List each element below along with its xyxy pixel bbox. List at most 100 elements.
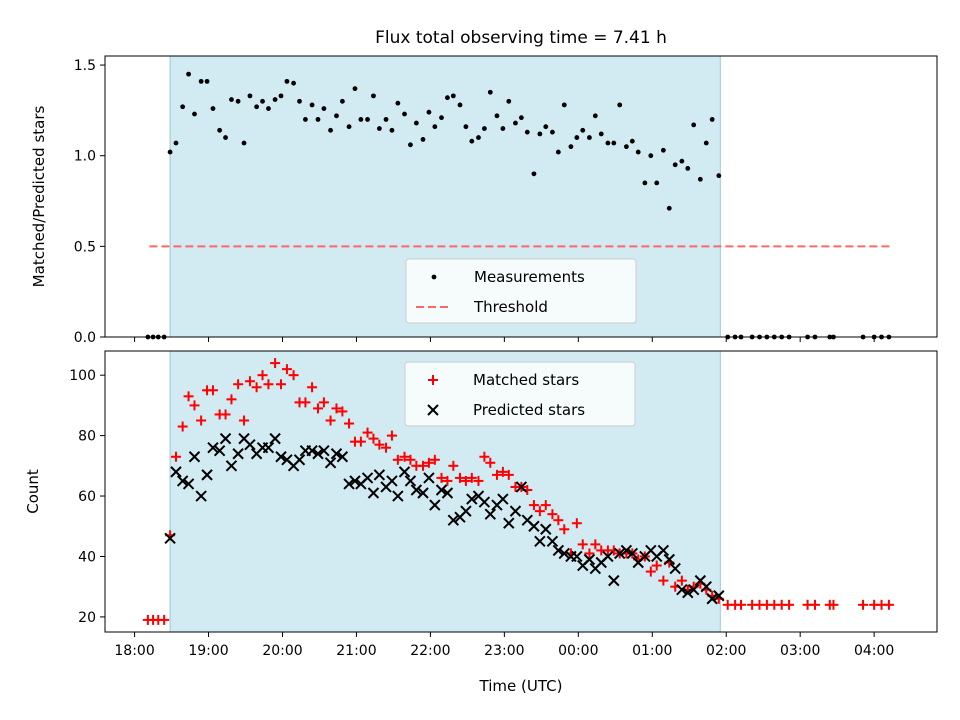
- matched-point: [392, 454, 403, 465]
- x-tick-label: 22:00: [410, 643, 450, 659]
- matched-point: [368, 433, 379, 444]
- measurement-point: [241, 140, 247, 146]
- matched-point: [312, 403, 323, 414]
- measurement-point: [697, 176, 703, 182]
- measurement-point: [309, 102, 315, 108]
- predicted-point-b: [343, 478, 355, 490]
- predicted-point-b: [392, 490, 404, 502]
- predicted-point-b: [558, 547, 570, 560]
- predicted-point: [306, 445, 318, 457]
- predicted-point-b: [188, 451, 201, 463]
- predicted-point-b: [244, 438, 256, 451]
- measurement-point: [395, 100, 401, 106]
- predicted-point-b: [676, 583, 688, 596]
- matched-point: [189, 400, 200, 411]
- legend: Measurements Threshold: [405, 258, 637, 324]
- matched-point: [196, 415, 207, 426]
- chart-title: Flux total observing time = 7.41 h: [375, 28, 667, 48]
- matched-point: [233, 379, 244, 390]
- predicted-point: [528, 520, 540, 532]
- predicted-point-b: [262, 441, 275, 454]
- matched-point: [883, 599, 894, 610]
- predicted-point: [164, 532, 176, 545]
- matched-point: [405, 454, 416, 465]
- predicted-point-b: [410, 484, 423, 496]
- predicted-point-b: [312, 448, 324, 460]
- x-axis-label: Time (UTC): [479, 677, 563, 695]
- predicted-point-b: [386, 475, 398, 487]
- measurement-point: [660, 147, 666, 153]
- measurement-point: [291, 80, 296, 86]
- measurement-point: [518, 115, 524, 121]
- predicted-point: [324, 457, 337, 469]
- predicted-point: [441, 487, 454, 499]
- matched-point: [497, 466, 508, 477]
- x-tick-label: 21:00: [336, 643, 376, 659]
- predicted-point-b: [361, 472, 374, 484]
- axes-frame: [104, 55, 938, 338]
- matched-point: [736, 599, 747, 610]
- predicted-point: [207, 441, 219, 454]
- measurement-point: [703, 140, 709, 146]
- x-tick-label: 18:00: [114, 643, 154, 659]
- x-tick-label: 00:00: [558, 643, 598, 659]
- predicted-point-b: [281, 454, 293, 466]
- matched-point: [251, 382, 262, 393]
- predicted-point: [503, 517, 515, 529]
- matched-point: [263, 379, 274, 390]
- measurement-point: [297, 98, 302, 104]
- predicted-point: [546, 535, 559, 548]
- measurement-point: [229, 97, 234, 102]
- predicted-point-b: [620, 544, 633, 557]
- predicted-point-b: [435, 484, 448, 496]
- x-tick-label: 23:00: [484, 643, 524, 659]
- matched-point: [337, 406, 348, 417]
- predicted-point: [682, 587, 694, 599]
- measurement-point: [481, 126, 487, 131]
- measurement-point: [537, 131, 543, 137]
- predicted-point: [466, 493, 478, 505]
- matched-point: [503, 469, 514, 480]
- legend: Matched stars Predicted stars: [404, 361, 636, 427]
- matched-point: [590, 539, 601, 550]
- legend-label: Matched stars: [473, 371, 579, 389]
- matched-point: [418, 460, 429, 471]
- matched-point: [300, 397, 311, 408]
- predicted-point: [312, 448, 324, 460]
- matched-point: [448, 460, 459, 471]
- predicted-point: [614, 547, 626, 560]
- measurement-point: [494, 113, 500, 119]
- matched-point: [220, 409, 231, 420]
- measurement-point: [531, 171, 537, 177]
- measurement-point: [358, 117, 364, 122]
- predicted-point: [275, 451, 287, 463]
- predicted-point: [429, 499, 441, 511]
- predicted-point-b: [583, 553, 596, 566]
- predicted-point: [435, 484, 448, 496]
- predicted-point-b: [367, 487, 380, 499]
- predicted-point-b: [540, 523, 552, 535]
- matched-point: [658, 575, 669, 586]
- measurement-point: [635, 149, 641, 155]
- predicted-point-b: [626, 547, 639, 560]
- predicted-point-b: [170, 466, 182, 478]
- predicted-point: [343, 478, 355, 490]
- matched-point: [276, 379, 287, 390]
- matched-point: [534, 506, 545, 517]
- predicted-point: [460, 505, 472, 517]
- y-tick-label: 0.5: [74, 239, 96, 255]
- measurement-point: [605, 140, 611, 146]
- predicted-point-b: [176, 475, 189, 487]
- y-tick-label: 40: [78, 549, 96, 565]
- measurement-point: [642, 180, 648, 186]
- matched-point: [374, 439, 385, 450]
- predicted-point-b: [164, 532, 176, 545]
- predicted-point: [571, 550, 583, 563]
- matched-point: [559, 524, 570, 535]
- matched-point: [226, 394, 237, 405]
- predicted-point: [398, 466, 411, 478]
- predicted-point-b: [429, 499, 441, 511]
- measurement-point: [679, 158, 685, 164]
- predicted-point: [232, 448, 244, 460]
- predicted-point-b: [608, 574, 620, 587]
